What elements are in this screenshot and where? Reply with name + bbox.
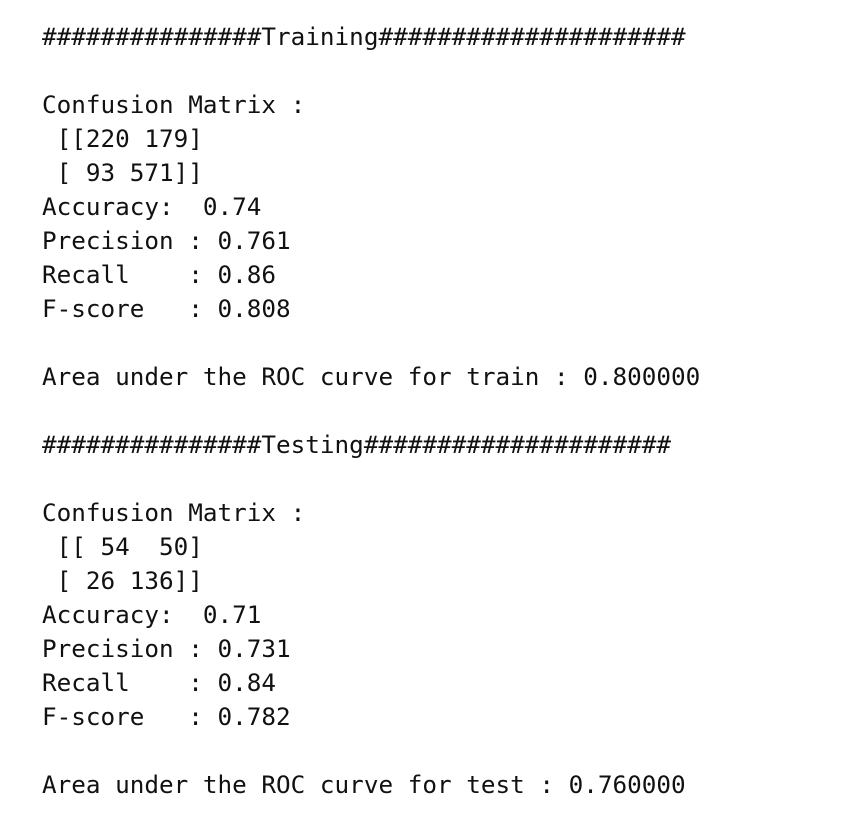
training-section: ###############Training#################… <box>42 20 700 428</box>
training-accuracy: Accuracy: 0.74 <box>42 192 262 221</box>
testing-confusion-label: Confusion Matrix : <box>42 498 306 527</box>
testing-accuracy: Accuracy: 0.71 <box>42 600 262 629</box>
testing-header: ###############Testing##################… <box>42 430 672 459</box>
blank-line <box>42 462 700 496</box>
testing-precision: Precision : 0.731 <box>42 634 291 663</box>
testing-matrix-row-1: [[ 54 50] <box>42 532 203 561</box>
training-roc: Area under the ROC curve for train : 0.8… <box>42 362 701 391</box>
blank-line <box>42 734 700 768</box>
training-header: ###############Training#################… <box>42 22 686 51</box>
testing-recall: Recall : 0.84 <box>42 668 277 697</box>
training-matrix-row-2: [ 93 571]] <box>42 158 203 187</box>
console-output-text: ###############Training#################… <box>42 20 700 802</box>
training-confusion-label: Confusion Matrix : <box>42 90 306 119</box>
testing-matrix-row-2: [ 26 136]] <box>42 566 203 595</box>
training-precision: Precision : 0.761 <box>42 226 291 255</box>
testing-fscore: F-score : 0.782 <box>42 702 291 731</box>
blank-line <box>42 326 700 360</box>
blank-line <box>42 54 700 88</box>
blank-line <box>42 394 700 428</box>
testing-section: ###############Testing##################… <box>42 428 700 802</box>
training-fscore: F-score : 0.808 <box>42 294 291 323</box>
testing-roc: Area under the ROC curve for test : 0.76… <box>42 770 686 799</box>
training-matrix-row-1: [[220 179] <box>42 124 203 153</box>
training-recall: Recall : 0.86 <box>42 260 277 289</box>
